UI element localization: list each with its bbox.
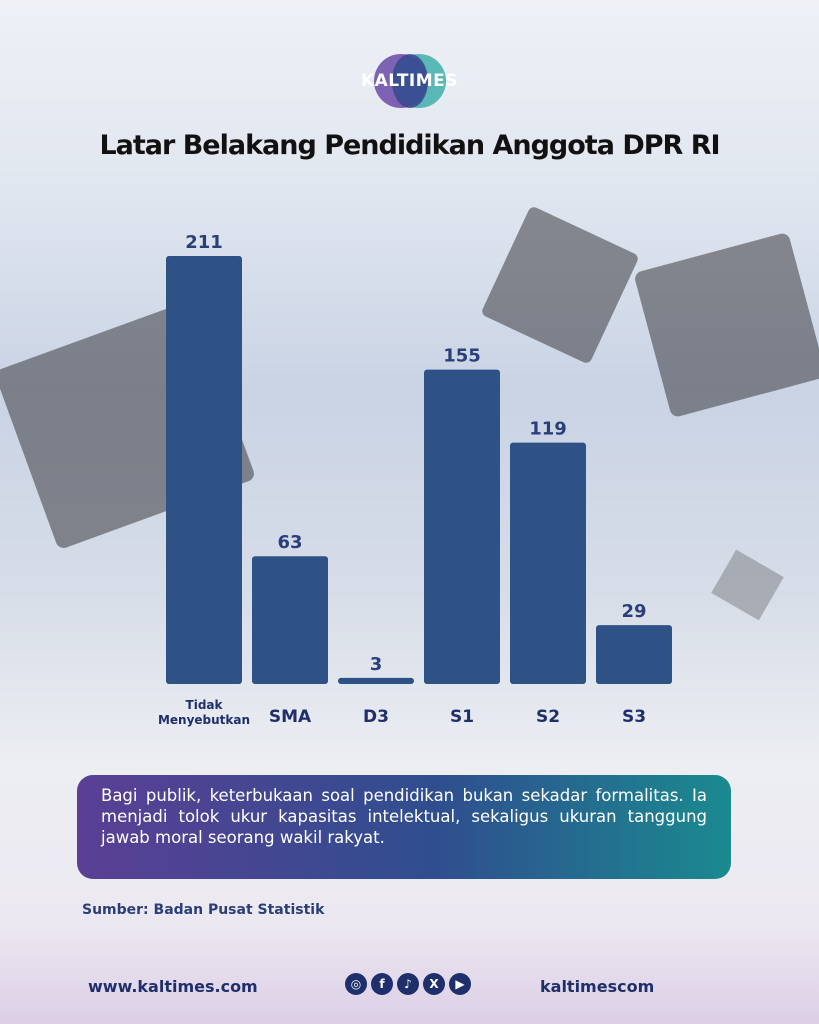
bar-4 (510, 442, 586, 684)
social-icons: ◎ f ♪ X ▶ (345, 973, 471, 995)
bar-chart: 211 Tidak Menyebutkan 63 SMA 3 D3 155 S1 119 S2 29 S… (158, 232, 672, 727)
facebook-icon[interactable]: f (371, 973, 393, 995)
value-label-1: 63 (277, 532, 302, 553)
note-text: Bagi publik, keterbukaan soal pendidikan… (101, 786, 707, 847)
x-icon[interactable]: X (423, 973, 445, 995)
value-label-3: 155 (443, 346, 481, 367)
instagram-icon[interactable]: ◎ (345, 973, 367, 995)
brand-logo: KALTIMES (0, 52, 819, 110)
category-label-5: S3 (622, 707, 646, 727)
category-label-0: Tidak Menyebutkan (158, 698, 250, 727)
youtube-icon[interactable]: ▶ (449, 973, 471, 995)
bar-1 (252, 556, 328, 684)
bar-0 (166, 256, 242, 684)
page-title: Latar Belakang Pendidikan Anggota DPR RI (99, 130, 720, 161)
note-box: Bagi publik, keterbukaan soal pendidikan… (77, 775, 731, 879)
footer-website-link[interactable]: www.kaltimes.com (88, 977, 258, 996)
value-label-2: 3 (370, 654, 383, 675)
bar-2 (338, 677, 414, 684)
logo-mark-icon (374, 54, 446, 108)
logo-text: KALTIMES (360, 71, 459, 91)
category-label-4: S2 (536, 707, 560, 727)
bar-3 (424, 369, 500, 684)
value-label-5: 29 (621, 601, 646, 622)
footer-handle: kaltimescom (540, 977, 655, 996)
value-label-4: 119 (529, 419, 567, 440)
category-label-1: SMA (269, 707, 312, 727)
tiktok-icon[interactable]: ♪ (397, 973, 419, 995)
bar-5 (596, 625, 672, 684)
value-label-0: 211 (185, 232, 223, 253)
source-text: Sumber: Badan Pusat Statistik (82, 902, 325, 918)
category-label-3: S1 (450, 707, 474, 727)
category-label-2: D3 (363, 707, 389, 727)
